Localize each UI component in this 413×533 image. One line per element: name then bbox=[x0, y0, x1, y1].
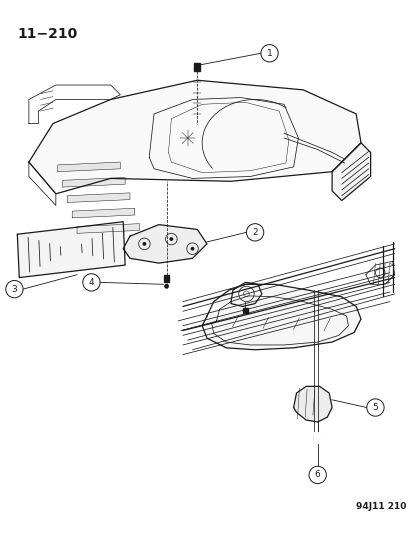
Circle shape bbox=[260, 45, 278, 62]
Polygon shape bbox=[331, 143, 370, 200]
Polygon shape bbox=[29, 80, 360, 194]
Polygon shape bbox=[67, 193, 130, 203]
Bar bbox=[163, 274, 169, 282]
Bar bbox=[194, 63, 200, 70]
Text: 4: 4 bbox=[88, 278, 94, 287]
Bar bbox=[242, 309, 248, 313]
Text: 11−210: 11−210 bbox=[17, 27, 77, 41]
Circle shape bbox=[190, 247, 194, 251]
Polygon shape bbox=[313, 433, 321, 443]
Circle shape bbox=[308, 466, 325, 483]
Circle shape bbox=[142, 242, 146, 246]
Polygon shape bbox=[202, 284, 360, 350]
Circle shape bbox=[366, 399, 383, 416]
Polygon shape bbox=[293, 386, 331, 422]
Circle shape bbox=[83, 274, 100, 291]
Polygon shape bbox=[62, 177, 125, 187]
Bar bbox=[312, 432, 322, 444]
Polygon shape bbox=[17, 222, 125, 278]
Polygon shape bbox=[72, 208, 135, 218]
Text: 6: 6 bbox=[314, 471, 320, 479]
Polygon shape bbox=[77, 224, 139, 233]
Polygon shape bbox=[123, 224, 206, 263]
Text: 1: 1 bbox=[266, 49, 272, 58]
Circle shape bbox=[164, 284, 169, 289]
Circle shape bbox=[246, 224, 263, 241]
Text: 2: 2 bbox=[252, 228, 257, 237]
Circle shape bbox=[169, 237, 173, 241]
Text: 3: 3 bbox=[12, 285, 17, 294]
Polygon shape bbox=[58, 162, 120, 172]
Text: 5: 5 bbox=[372, 403, 377, 412]
Circle shape bbox=[6, 280, 23, 298]
Text: 94J11 210: 94J11 210 bbox=[355, 503, 406, 512]
